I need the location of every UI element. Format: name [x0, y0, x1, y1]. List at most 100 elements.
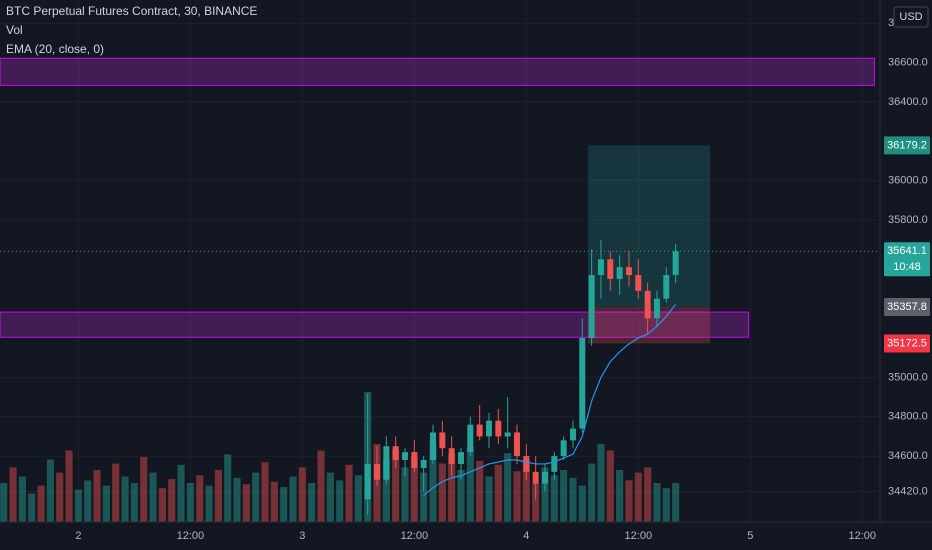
x-tick-label: 12:00 — [625, 530, 653, 542]
y-tick-label: 36400.0 — [888, 96, 928, 108]
candle-body — [392, 446, 399, 461]
volume-bar — [37, 485, 45, 522]
candle-body — [607, 259, 614, 280]
zone — [0, 311, 749, 338]
volume-bar — [429, 441, 437, 522]
candle-body — [532, 471, 539, 484]
volume-bar — [336, 480, 344, 522]
candle-body — [635, 275, 642, 291]
volume-bar — [158, 488, 166, 522]
candle-body — [495, 420, 502, 437]
volume-bar — [625, 480, 633, 522]
volume-bar — [354, 475, 362, 522]
candle-body — [588, 275, 595, 339]
volume-bar — [177, 464, 185, 522]
candle-body — [551, 456, 558, 472]
y-tick-label: 34420.0 — [888, 485, 928, 497]
candle-body — [458, 452, 464, 464]
x-tick-label: 4 — [523, 530, 529, 542]
volume-bar — [466, 446, 474, 522]
volume-bar — [149, 472, 157, 522]
candle-body — [653, 298, 660, 319]
candle-body — [672, 251, 679, 276]
candle-body — [616, 267, 623, 280]
target-tag: 36179.2 — [887, 139, 927, 151]
volume-bar — [578, 485, 586, 522]
volume-bar — [205, 485, 213, 522]
volume-bar — [653, 483, 661, 522]
volume-bar — [130, 483, 138, 522]
y-tick-label: 36000.0 — [888, 175, 928, 187]
chart-title: BTC Perpetual Futures Contract, 30, BINA… — [6, 4, 257, 18]
volume-bar — [326, 472, 334, 522]
volume-bar — [28, 493, 36, 522]
y-tick-label: 34800.0 — [888, 411, 928, 423]
volume-bar — [606, 450, 614, 522]
volume-bar — [224, 454, 232, 522]
legend-ema: EMA (20, close, 0) — [6, 42, 104, 56]
volume-bar — [242, 484, 250, 522]
volume-bar — [196, 475, 204, 522]
candle-body — [523, 456, 530, 472]
volume-bar — [102, 485, 110, 522]
volume-bar — [270, 481, 278, 522]
volume-bar — [560, 470, 568, 522]
last-price-tag: 35641.1 — [887, 245, 927, 257]
volume-bar — [9, 467, 17, 522]
volume-bar — [672, 483, 680, 522]
volume-bar — [382, 459, 390, 522]
volume-bar — [550, 475, 558, 522]
candle-body — [448, 448, 455, 464]
candle-body — [663, 275, 670, 299]
volume-bar — [84, 480, 92, 522]
candle-body — [569, 428, 576, 441]
entry-tag: 35357.8 — [887, 301, 927, 313]
zone — [0, 57, 875, 86]
volume-bar — [74, 489, 82, 522]
volume-bar — [513, 471, 521, 522]
volume-bar — [93, 470, 101, 522]
currency[interactable]: USD — [899, 11, 922, 23]
currency-box[interactable] — [893, 6, 929, 28]
volume-bar — [541, 467, 549, 522]
candle-body — [625, 267, 632, 276]
candle-body — [514, 432, 520, 457]
y-tick-label: 35800.0 — [888, 214, 928, 226]
volume-bar — [522, 459, 530, 522]
stop-tag: 35172.5 — [887, 337, 927, 349]
target-tag-bg — [884, 136, 930, 155]
x-tick-label: 5 — [747, 530, 753, 542]
volume-bar — [56, 472, 64, 522]
candle-body — [644, 290, 651, 319]
volume-bar — [420, 472, 428, 522]
candle-body — [374, 463, 380, 480]
entry-tag-bg — [884, 297, 930, 316]
candle-body — [504, 432, 511, 437]
volume-bar — [186, 483, 194, 522]
volume-bar — [410, 457, 418, 522]
volume-bar — [261, 462, 269, 522]
volume-bar — [112, 463, 120, 522]
volume-bar — [140, 457, 148, 522]
volume-bar — [438, 463, 446, 522]
volume-bar — [504, 453, 512, 522]
volume-bar — [345, 464, 353, 522]
y-tick-label: 34600.0 — [888, 450, 928, 462]
candle-body — [420, 460, 427, 468]
x-tick-label: 3 — [299, 530, 305, 542]
candle-body — [597, 259, 604, 276]
candle-body — [467, 424, 474, 453]
volume-bar — [280, 486, 288, 522]
volume-bar — [401, 467, 409, 522]
volume-bar — [392, 450, 400, 522]
target-area — [587, 145, 711, 307]
candle-body — [364, 463, 371, 500]
volume-bar — [532, 483, 540, 522]
volume-bar — [0, 483, 8, 522]
candle-body — [439, 432, 446, 449]
volume-bar — [588, 463, 596, 522]
volume-bar — [289, 476, 297, 522]
